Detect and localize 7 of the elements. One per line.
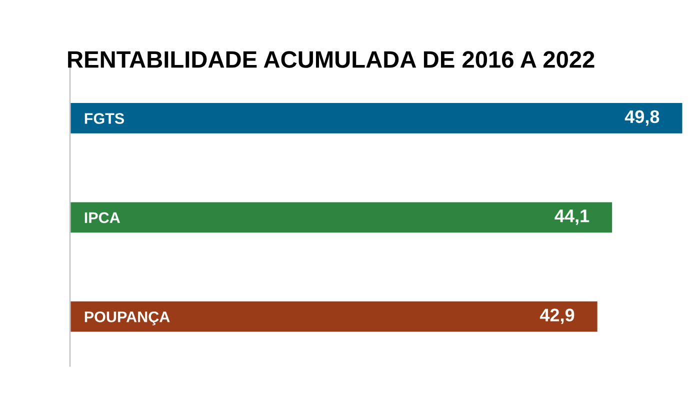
chart-title: RENTABILIDADE ACUMULADA DE 2016 A 2022 — [68, 51, 594, 68]
data-label: 49,8 — [624, 110, 660, 126]
data-label: 44,1 — [554, 210, 590, 225]
y-tick-label: POUPANÇA — [84, 311, 170, 326]
y-tick-label: IPCA — [84, 212, 120, 224]
data-label: 42,9 — [540, 308, 574, 324]
y-tick-label: FGTS — [84, 113, 124, 124]
